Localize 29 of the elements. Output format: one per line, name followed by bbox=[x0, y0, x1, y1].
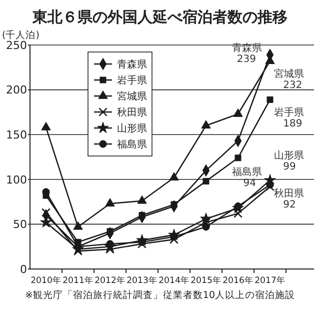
x-tick-label: 2010年 bbox=[30, 275, 62, 286]
annotation: 岩手県 189 bbox=[274, 106, 304, 130]
y-axis-title: (千人泊) bbox=[2, 29, 40, 41]
y-tick-label: 150 bbox=[6, 128, 27, 142]
legend-label: 宮城県 bbox=[117, 90, 147, 102]
annotation: 福島県 94 bbox=[232, 166, 262, 189]
annotation: 秋田県 92 bbox=[274, 188, 304, 211]
x-tick-label: 2015年 bbox=[190, 275, 222, 286]
x-tick-label: 2016年 bbox=[222, 275, 254, 286]
y-tick-label: 250 bbox=[6, 38, 27, 52]
annotation: 宮城県 232 bbox=[274, 68, 304, 92]
legend-label: 山形県 bbox=[117, 122, 147, 134]
x-tick-label: 2012年 bbox=[94, 275, 126, 286]
chart-title: 東北６県の外国人延べ宿泊者数の推移 bbox=[32, 8, 288, 26]
annotation: 山形県 99 bbox=[274, 149, 304, 172]
legend-label: 青森県 bbox=[117, 58, 147, 70]
y-tick-label: 0 bbox=[20, 262, 27, 276]
annotation: 青森県 239 bbox=[232, 42, 262, 65]
legend-label: 岩手県 bbox=[117, 74, 147, 86]
x-tick-label: 2011年 bbox=[62, 275, 94, 286]
legend-label: 秋田県 bbox=[117, 106, 147, 118]
text: ※観光庁「宿泊旅行統計調査」従業者数10人以上の宿泊施設 bbox=[24, 289, 296, 301]
y-tick-label: 50 bbox=[13, 218, 27, 232]
y-tick-label: 200 bbox=[6, 84, 27, 97]
legend-label: 福島県 bbox=[117, 138, 147, 150]
x-tick-label: 2017年 bbox=[254, 275, 286, 286]
x-tick-label: 2014年 bbox=[158, 275, 190, 286]
x-tick-label: 2013年 bbox=[126, 275, 158, 286]
y-tick-label: 100 bbox=[6, 173, 27, 186]
